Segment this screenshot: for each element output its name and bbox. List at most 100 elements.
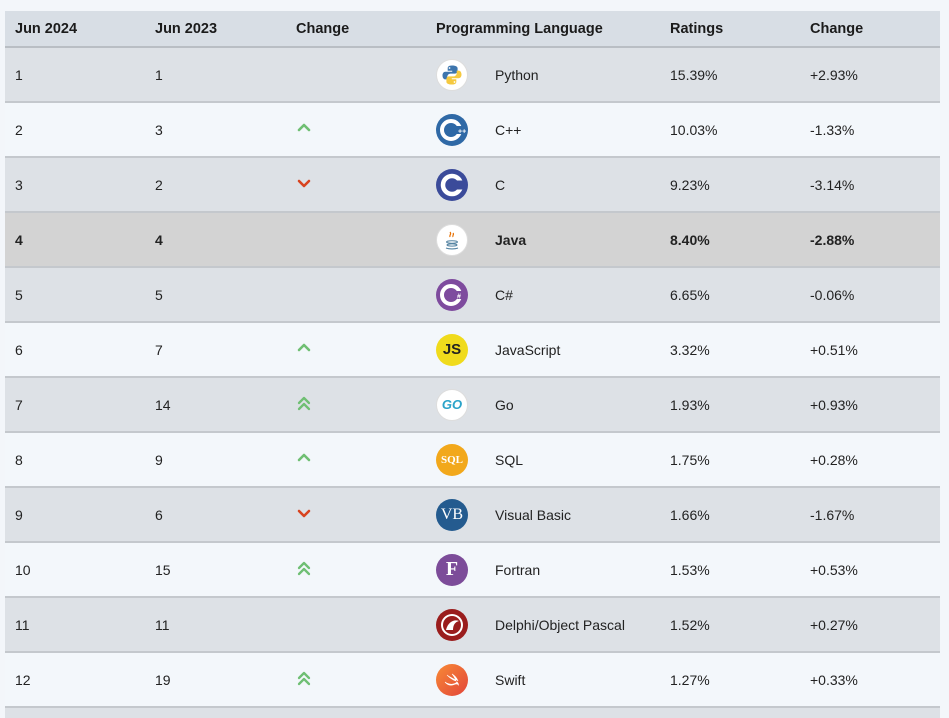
rank-jun-2024: 6 [5,322,145,378]
partial-row-cell [5,707,940,718]
table-row: 11 11 Delphi/Object Pascal 1.52% +0.27% [5,597,940,653]
programming-language-cell: F Fortran [426,542,660,598]
programming-language-cell: GO Go [426,377,660,433]
table-row: 7 14 GO Go 1.93% +0.93% [5,377,940,433]
rank-jun-2024: 8 [5,432,145,488]
header-programming-language[interactable]: Programming Language [426,11,660,48]
programming-language-cell: Python [426,47,660,103]
rank-jun-2024: 10 [5,542,145,598]
arrow-down-icon [296,505,312,521]
arrow-up-icon [296,120,312,136]
table-row: 2 3 ++ C++ 10.03% -1.33% [5,102,940,158]
rating-change: -0.06% [800,267,940,323]
rank-jun-2023: 11 [145,597,286,653]
programming-language-cell: SQL SQL [426,432,660,488]
fortran-icon: F [436,553,495,586]
tiobe-index-table: Jun 2024 Jun 2023 Change Programming Lan… [5,11,940,718]
rating: 1.93% [660,377,800,433]
arrow-up-icon [296,450,312,466]
swift-icon [436,663,495,696]
rank-jun-2024: 4 [5,212,145,268]
programming-language-cell: # C# [426,267,660,323]
position-change [286,377,426,433]
header-jun-2024[interactable]: Jun 2024 [5,11,145,48]
javascript-icon: JS [436,333,495,366]
arrow-down-icon [296,175,312,191]
language-name: Swift [495,671,526,688]
java-icon [436,223,495,256]
rank-jun-2024: 11 [5,597,145,653]
table-row: 4 4 Java 8.40% -2.88% [5,212,940,268]
language-name: SQL [495,451,524,468]
position-change [286,102,426,158]
sql-icon: SQL [436,443,495,476]
rating: 1.27% [660,652,800,708]
header-change-rating[interactable]: Change [800,11,940,48]
double-arrow-up-icon [296,670,312,686]
rank-jun-2024: 12 [5,652,145,708]
table-row: 3 2 C 9.23% -3.14% [5,157,940,213]
rating-change: +0.33% [800,652,940,708]
python-icon [436,58,495,91]
rating: 1.53% [660,542,800,598]
table-row: 5 5 # C# 6.65% -0.06% [5,267,940,323]
position-change [286,597,426,653]
table-row: 9 6 VB Visual Basic 1.66% -1.67% [5,487,940,543]
csharp-icon: # [436,278,495,311]
svg-text:++: ++ [458,128,466,135]
language-name: Python [495,66,539,83]
rank-jun-2023: 15 [145,542,286,598]
rank-jun-2023: 6 [145,487,286,543]
programming-language-cell: Swift [426,652,660,708]
position-change [286,652,426,708]
language-name: C# [495,286,513,303]
language-name: Visual Basic [495,506,572,523]
tiobe-index-table-container: Jun 2024 Jun 2023 Change Programming Lan… [5,11,940,718]
rating: 8.40% [660,212,800,268]
programming-language-cell: JS JavaScript [426,322,660,378]
table-body: 1 1 Python 15.39% +2.93% 2 3 ++ C++ 10.0… [5,47,940,718]
rating-change: +0.27% [800,597,940,653]
header-change-position[interactable]: Change [286,11,426,48]
rank-jun-2023: 7 [145,322,286,378]
programming-language-cell: Delphi/Object Pascal [426,597,660,653]
rating-change: -2.88% [800,212,940,268]
delphi-icon [436,608,495,641]
arrow-up-icon [296,340,312,356]
header-jun-2023[interactable]: Jun 2023 [145,11,286,48]
cplusplus-icon: ++ [436,113,495,146]
header-ratings[interactable]: Ratings [660,11,800,48]
position-change [286,267,426,323]
table-row: 10 15 F Fortran 1.53% +0.53% [5,542,940,598]
table-row: 1 1 Python 15.39% +2.93% [5,47,940,103]
rating-change: -1.67% [800,487,940,543]
visual-basic-icon: VB [436,498,495,531]
rating-change: +0.51% [800,322,940,378]
rating: 3.32% [660,322,800,378]
rank-jun-2023: 1 [145,47,286,103]
rating-change: +2.93% [800,47,940,103]
position-change [286,212,426,268]
rank-jun-2024: 5 [5,267,145,323]
rank-jun-2023: 5 [145,267,286,323]
position-change [286,157,426,213]
rating-change: +0.93% [800,377,940,433]
rank-jun-2024: 3 [5,157,145,213]
language-name: Java [495,231,527,248]
programming-language-cell: VB Visual Basic [426,487,660,543]
double-arrow-up-icon [296,560,312,576]
rating: 1.75% [660,432,800,488]
double-arrow-up-icon [296,395,312,411]
rank-jun-2023: 14 [145,377,286,433]
rank-jun-2024: 1 [5,47,145,103]
table-row: 8 9 SQL SQL 1.75% +0.28% [5,432,940,488]
rank-jun-2023: 19 [145,652,286,708]
position-change [286,322,426,378]
svg-text:#: # [457,293,461,300]
rating-change: +0.28% [800,432,940,488]
rating-change: -3.14% [800,157,940,213]
table-row-partial [5,707,940,718]
position-change [286,432,426,488]
rating-change: +0.53% [800,542,940,598]
table-row: 12 19 Swift 1.27% +0.33% [5,652,940,708]
